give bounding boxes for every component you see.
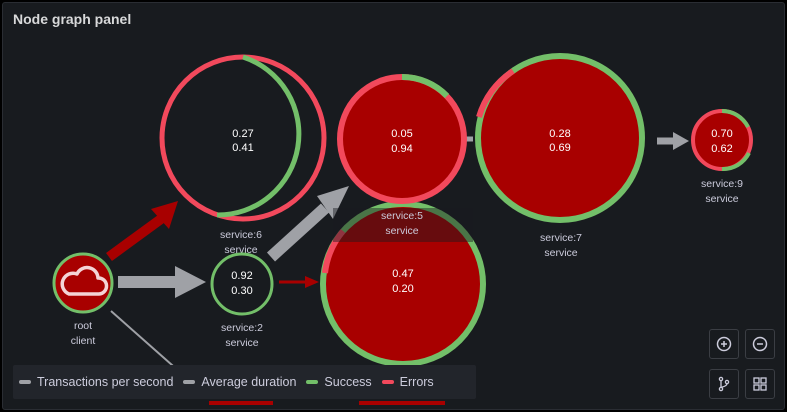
edge-service2-mid-arrowhead — [305, 276, 319, 288]
node-service2[interactable]: 0.92 0.30 service:2 service — [210, 252, 274, 349]
edge-root-offscreen[interactable] — [110, 310, 182, 374]
node-service6[interactable]: 0.27 0.41 service:6 service — [159, 54, 327, 256]
cloud-icon — [60, 265, 109, 296]
zoom-in-button[interactable] — [709, 329, 739, 359]
edge-root-service6[interactable] — [106, 214, 164, 262]
legend-label-tps: Transactions per second — [37, 375, 174, 389]
legend-item-duration: Average duration — [183, 375, 296, 389]
grid-view-button[interactable] — [745, 369, 775, 399]
zoom-in-icon — [716, 336, 732, 352]
node-service9-stat1: 0.70 — [711, 128, 732, 140]
node-root[interactable]: root client — [52, 252, 114, 347]
node-service9-subtitle: service — [705, 193, 738, 205]
legend-label-duration: Average duration — [201, 375, 297, 389]
node-service5-title: service:5 — [381, 210, 423, 222]
layout-button[interactable] — [709, 369, 739, 399]
node-graph-canvas[interactable]: 0.27 0.41 service:6 service 0.28 0.69 se… — [3, 3, 784, 409]
node-service5-stat2: 0.94 — [391, 143, 412, 155]
layout-icon — [718, 376, 730, 392]
node-service7-stat1: 0.28 — [549, 128, 570, 140]
edge-service7-service9-arrowhead — [673, 132, 689, 150]
grid-view-icon — [753, 377, 767, 391]
node-service7-title: service:7 — [540, 232, 582, 244]
legend-swatch-success — [306, 380, 319, 384]
edge-service2-service5[interactable] — [266, 203, 330, 262]
edge-service2-service5-arrowhead — [317, 186, 349, 219]
node-service-mid[interactable]: 0.47 0.20 — [320, 201, 486, 367]
node-mid-stat2: 0.20 — [392, 283, 413, 295]
node-service9-title: service:9 — [701, 178, 743, 190]
panel-title: Node graph panel — [13, 11, 132, 27]
node-service6-stat1: 0.27 — [232, 128, 253, 140]
zoom-out-icon — [752, 336, 768, 352]
edge-root-service2-arrowhead — [175, 266, 206, 298]
node-service6-title: service:6 — [220, 229, 262, 241]
node-service9-stat2: 0.62 — [711, 143, 732, 155]
node-service2-stat1: 0.92 — [231, 270, 252, 282]
node-service2-subtitle: service — [225, 337, 258, 349]
node-service7[interactable]: 0.28 0.69 service:7 service — [475, 53, 645, 259]
legend: Transactions per second Average duration… — [13, 365, 476, 399]
legend-swatch-tps — [19, 380, 31, 384]
legend-label-success: Success — [324, 375, 372, 389]
node-service2-title: service:2 — [221, 322, 263, 334]
node-mid-stat1: 0.47 — [392, 268, 413, 280]
node-service6-subtitle: service — [224, 244, 257, 256]
legend-swatch-errors — [381, 380, 394, 384]
edge-root-service6-arrowhead — [151, 201, 178, 229]
legend-item-tps: Transactions per second — [19, 375, 173, 389]
legend-item-success: Success — [306, 375, 372, 389]
node-root-title: root — [74, 320, 92, 332]
node-service9[interactable]: 0.70 0.62 service:9 service — [691, 108, 753, 205]
offscreen-nodes — [209, 401, 445, 405]
legend-label-errors: Errors — [399, 375, 434, 389]
node-service5[interactable]: 0.05 0.94 service:5 service — [333, 73, 473, 242]
node-service2-stat2: 0.30 — [231, 285, 252, 297]
node-service7-subtitle: service — [544, 247, 577, 259]
zoom-out-button[interactable] — [745, 329, 775, 359]
node-service5-stat1: 0.05 — [391, 128, 412, 140]
node-service7-stat2: 0.69 — [549, 142, 570, 154]
node-service5-label-backdrop — [333, 208, 473, 242]
node-service6-stat2: 0.41 — [232, 142, 253, 154]
node-service5-subtitle: service — [385, 225, 418, 237]
legend-swatch-duration — [183, 380, 196, 384]
legend-item-errors: Errors — [381, 375, 434, 389]
node-root-subtitle: client — [71, 335, 96, 347]
